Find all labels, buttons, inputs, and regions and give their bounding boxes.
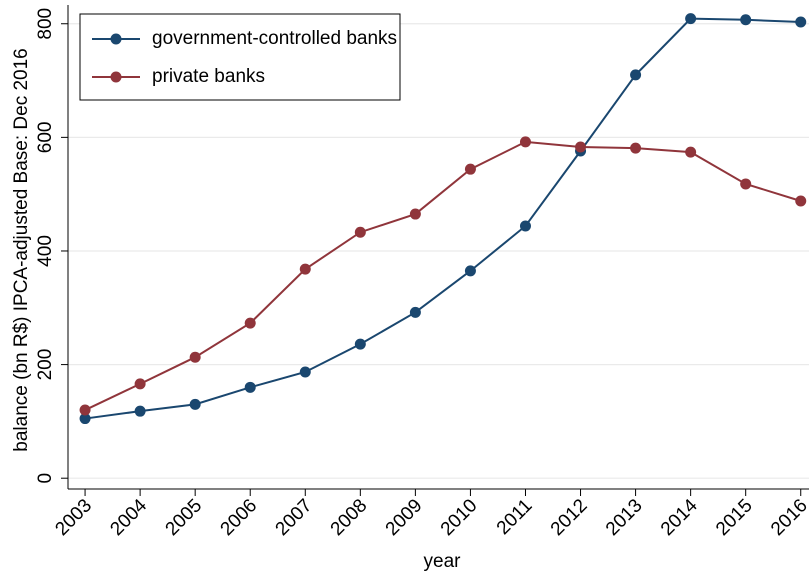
data-point xyxy=(519,136,531,148)
data-point xyxy=(79,413,91,425)
legend-marker xyxy=(110,33,122,45)
data-point xyxy=(740,14,752,26)
x-tick-label: 2004 xyxy=(106,495,151,540)
data-point xyxy=(134,405,146,417)
y-tick-label: 600 xyxy=(35,122,56,154)
data-point xyxy=(244,317,256,329)
x-tick-label: 2010 xyxy=(437,495,482,540)
data-point xyxy=(244,381,256,393)
data-point xyxy=(299,366,311,378)
data-point xyxy=(795,195,807,207)
y-tick-label: 0 xyxy=(35,473,56,484)
series-line xyxy=(84,140,802,411)
x-tick-label: 2012 xyxy=(547,495,592,540)
x-tick-label: 2009 xyxy=(382,495,427,540)
legend-label: private banks xyxy=(152,66,265,87)
x-tick-label: 2014 xyxy=(657,495,702,540)
legend-box xyxy=(79,13,401,101)
y-tick-label: 200 xyxy=(35,349,56,381)
data-point xyxy=(79,404,91,416)
legend-label: government-controlled banks xyxy=(152,28,397,49)
x-tick-label: 2015 xyxy=(712,495,757,540)
x-tick-label: 2003 xyxy=(51,495,96,540)
x-tick-label: 2013 xyxy=(602,495,647,540)
legend-marker xyxy=(110,71,122,83)
data-point xyxy=(630,142,642,154)
data-point xyxy=(409,208,421,220)
y-axis-label: balance (bn R$) IPCA-adjusted Base: Dec … xyxy=(11,48,32,451)
data-point xyxy=(685,146,697,158)
data-point xyxy=(354,338,366,350)
data-point xyxy=(354,226,366,238)
y-tick-label: 400 xyxy=(35,235,56,267)
data-point xyxy=(464,265,476,277)
data-point xyxy=(630,69,642,81)
x-tick-label: 2008 xyxy=(327,495,372,540)
series-line xyxy=(84,17,801,420)
x-axis-label: year xyxy=(424,551,462,572)
data-point xyxy=(464,163,476,175)
x-tick-label: 2016 xyxy=(767,495,809,540)
data-point xyxy=(519,220,531,232)
data-point xyxy=(795,16,807,28)
data-point xyxy=(189,351,201,363)
data-point xyxy=(189,398,201,410)
x-tick-label: 2007 xyxy=(272,495,317,540)
x-tick-label: 2005 xyxy=(162,495,207,540)
data-point xyxy=(134,378,146,390)
y-tick-label: 800 xyxy=(35,8,56,40)
data-point xyxy=(740,178,752,190)
data-point xyxy=(575,141,587,153)
data-point xyxy=(299,263,311,275)
data-point xyxy=(685,13,697,25)
x-tick-label: 2006 xyxy=(217,495,262,540)
x-tick-label: 2011 xyxy=(493,495,537,539)
data-point xyxy=(409,306,421,318)
